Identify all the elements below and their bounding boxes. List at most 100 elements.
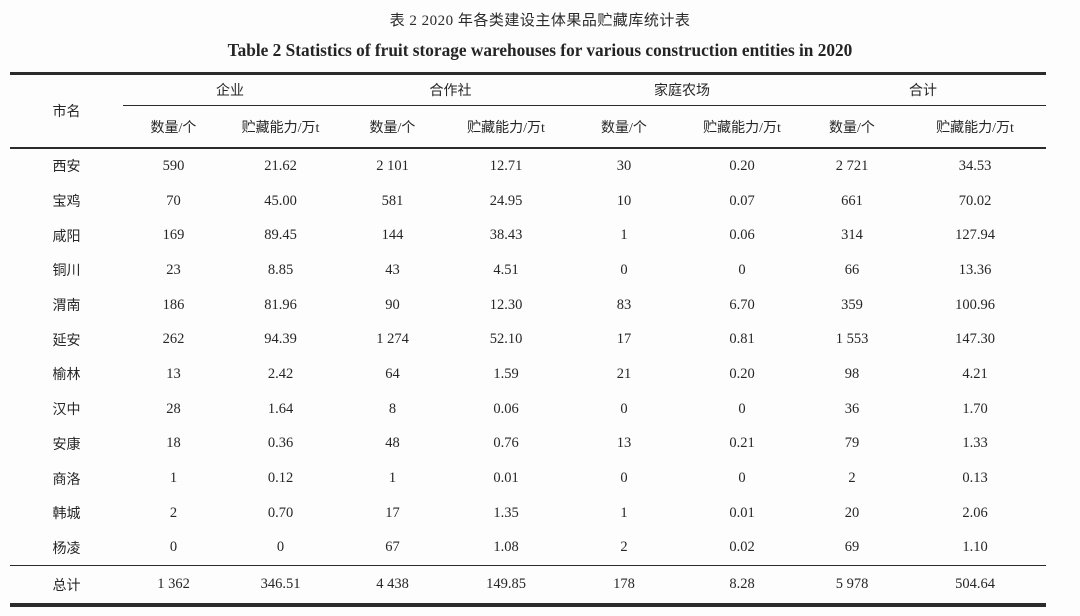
- statistics-table: 市名 企业 合作社 家庭农场 合计 数量/个 贮藏能力/万t 数量/个 贮藏能力…: [10, 72, 1046, 608]
- value-cell: 262: [162, 331, 185, 348]
- value-cell: 186: [162, 296, 185, 313]
- value-cell: 504.64: [904, 565, 1046, 606]
- group-header-total: 合计: [800, 73, 1046, 106]
- value-cell: 0.07: [729, 192, 755, 209]
- value-cell: 43: [385, 261, 400, 278]
- value-cell: 21.62: [264, 157, 297, 174]
- total-row: 总计 1 362 346.51 4 438 149.85 178 8.28 5 978 504.…: [10, 565, 1046, 606]
- value-cell: 94.39: [264, 331, 297, 348]
- table-row: 汉中 28 1.64 8 0.06 0 0 36 1.70: [10, 392, 1046, 427]
- value-cell: 64: [385, 365, 400, 382]
- value-cell: 69: [844, 539, 860, 556]
- subheader-capacity-cooperative: 贮藏能力/万t: [448, 105, 564, 149]
- value-cell: 0.13: [962, 470, 988, 487]
- group-header-row: 市名 企业 合作社 家庭农场 合计: [10, 73, 1046, 149]
- value-cell: 144: [381, 227, 404, 244]
- value-cell: 12.30: [489, 296, 523, 313]
- value-cell: 0: [169, 539, 178, 556]
- value-cell: 0: [276, 539, 285, 556]
- value-cell: 13: [166, 365, 181, 382]
- value-cell: 8.28: [684, 565, 800, 606]
- value-cell: 66: [844, 261, 860, 278]
- value-cell: 0.36: [267, 435, 294, 452]
- value-cell: 10: [616, 192, 632, 209]
- value-cell: 4 438: [337, 565, 448, 606]
- table-row: 榆林 13 2.42 64 1.59 21 0.20 98 4.21: [10, 357, 1046, 392]
- city-cell: 韩城: [52, 507, 81, 523]
- value-cell: 1 274: [376, 331, 409, 348]
- value-cell: 178: [564, 565, 684, 606]
- table-row: 商洛 1 0.12 1 0.01 0 0 2 0.13: [10, 461, 1046, 496]
- table-row: 安康 18 0.36 48 0.76 13 0.21 79 1.33: [10, 427, 1046, 462]
- table-row: 渭南 186 81.96 90 12.30 83 6.70 359 100.96: [10, 288, 1046, 323]
- table-caption-en: Table 2 Statistics of fruit storage ware…: [227, 40, 853, 60]
- city-cell: 宝鸡: [52, 195, 81, 211]
- group-header-enterprise: 企业: [123, 73, 337, 106]
- sub-header-row: 数量/个 贮藏能力/万t 数量/个 贮藏能力/万t 数量/个 贮藏能力/万t 数…: [10, 105, 1046, 149]
- value-cell: 52.10: [489, 331, 523, 348]
- table-row: 延安 262 94.39 1 274 52.10 17 0.81 1 553 147.30: [10, 322, 1046, 357]
- value-cell: 590: [162, 157, 185, 174]
- city-cell: 西安: [52, 160, 81, 176]
- value-cell: 30: [616, 157, 632, 174]
- value-cell: 1.59: [493, 365, 519, 382]
- value-cell: 0.70: [267, 504, 294, 521]
- group-header-cooperative: 合作社: [337, 73, 564, 106]
- group-header-family-farm: 家庭农场: [564, 73, 800, 106]
- city-column-header: 市名: [10, 73, 123, 149]
- subheader-capacity-family-farm: 贮藏能力/万t: [684, 105, 800, 149]
- subheader-count-family-farm: 数量/个: [564, 105, 684, 149]
- value-cell: 8.85: [267, 261, 294, 278]
- value-cell: 100.96: [955, 296, 995, 313]
- value-cell: 79: [844, 435, 860, 452]
- value-cell: 1.33: [962, 435, 988, 452]
- subheader-count-cooperative: 数量/个: [337, 105, 448, 149]
- value-cell: 359: [841, 296, 863, 313]
- value-cell: 2 721: [835, 157, 869, 174]
- value-cell: 2.06: [962, 504, 988, 521]
- city-cell: 总计: [10, 565, 123, 606]
- value-cell: 0.20: [729, 365, 755, 382]
- value-cell: 0.02: [729, 539, 755, 556]
- value-cell: 0.21: [729, 435, 755, 452]
- value-cell: 13.36: [958, 261, 992, 278]
- table-body: 西安 590 21.62 2 101 12.71 30 0.20 2 721 34.53 宝鸡 70…: [10, 148, 1046, 606]
- value-cell: 28: [166, 400, 181, 417]
- value-cell: 127.94: [955, 227, 995, 244]
- value-cell: 1.70: [962, 400, 988, 417]
- value-cell: 45.00: [264, 192, 297, 209]
- value-cell: 70.02: [958, 192, 992, 209]
- value-cell: 90: [385, 296, 400, 313]
- value-cell: 0.06: [493, 400, 519, 417]
- value-cell: 12.71: [489, 157, 523, 174]
- value-cell: 0.81: [729, 331, 755, 348]
- value-cell: 20: [844, 504, 860, 521]
- value-cell: 1.35: [493, 504, 519, 521]
- value-cell: 2: [169, 504, 178, 521]
- table-row: 咸阳 169 89.45 144 38.43 1 0.06 314 127.94: [10, 218, 1046, 253]
- value-cell: 0.01: [729, 504, 755, 521]
- value-cell: 2.42: [267, 365, 294, 382]
- value-cell: 1: [620, 504, 628, 521]
- value-cell: 67: [385, 539, 400, 556]
- value-cell: 0: [620, 261, 628, 278]
- value-cell: 6.70: [729, 296, 755, 313]
- table-caption-zh: 表 2 2020 年各类建设主体果品贮藏库统计表: [389, 13, 691, 29]
- subheader-count-total: 数量/个: [800, 105, 904, 149]
- value-cell: 346.51: [224, 565, 337, 606]
- value-cell: 4.21: [962, 365, 988, 382]
- value-cell: 0.76: [493, 435, 519, 452]
- value-cell: 5 978: [800, 565, 904, 606]
- value-cell: 0: [738, 400, 746, 417]
- city-cell: 渭南: [52, 299, 81, 315]
- value-cell: 1: [169, 470, 178, 487]
- subheader-capacity-total: 贮藏能力/万t: [904, 105, 1046, 149]
- value-cell: 21: [616, 365, 632, 382]
- value-cell: 2: [620, 539, 628, 556]
- table-row: 杨凌 0 0 67 1.08 2 0.02 69 1.10: [10, 531, 1046, 566]
- value-cell: 23: [166, 261, 181, 278]
- value-cell: 314: [841, 227, 863, 244]
- value-cell: 83: [616, 296, 632, 313]
- city-cell: 延安: [52, 333, 81, 349]
